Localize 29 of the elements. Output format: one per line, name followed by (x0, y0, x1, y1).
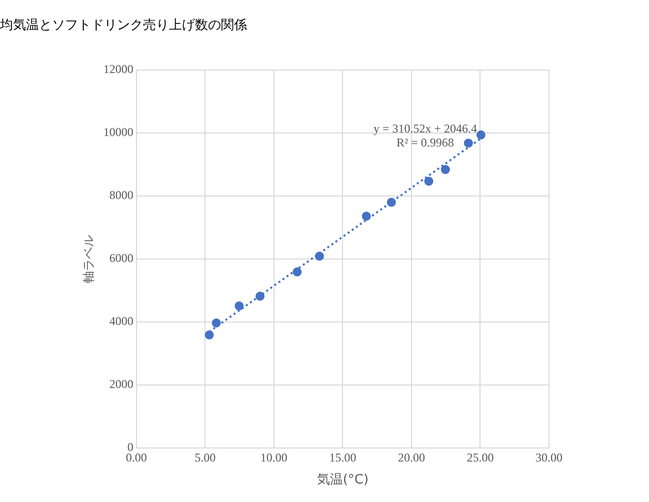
point (476, 130, 486, 140)
x-tick-label: 30.00 (536, 450, 562, 464)
y-tick-label: 10000 (103, 125, 134, 140)
y-tick-label: 12000 (103, 62, 134, 76)
x-tick-label: 10.00 (260, 450, 288, 464)
point (464, 138, 473, 148)
annotation: R² = 0.9968 (396, 135, 454, 150)
point (212, 318, 221, 328)
point (424, 176, 434, 186)
x-tick-label: 25.00 (466, 450, 494, 464)
point (234, 301, 244, 310)
point (292, 267, 302, 276)
x-tick-label: 15.00 (329, 450, 356, 464)
point (440, 165, 450, 174)
y-tick-label: 8000 (109, 188, 134, 202)
x-tick-label: 20.00 (398, 450, 425, 464)
point (314, 252, 324, 261)
y-tick-label: 4000 (109, 314, 134, 328)
y-axis-title: 軸ラベル (81, 235, 96, 283)
point (362, 212, 371, 221)
annotation: y = 310.52x + 2046.4 (373, 121, 477, 136)
point (256, 292, 265, 301)
point (204, 330, 214, 340)
y-tick-label: 6000 (109, 251, 134, 266)
point (386, 198, 396, 207)
x-axis-title: 気温(°C) (316, 472, 369, 488)
chart-title: 均気温とソフトドリンク売り上げ数の関係 (0, 17, 247, 34)
x-tick-label: 5.00 (194, 450, 216, 464)
y-tick-label: 2000 (109, 377, 134, 392)
